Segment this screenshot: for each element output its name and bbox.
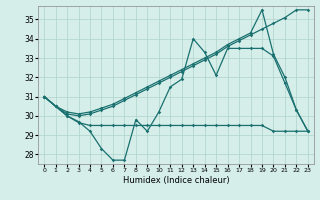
- X-axis label: Humidex (Indice chaleur): Humidex (Indice chaleur): [123, 176, 229, 185]
